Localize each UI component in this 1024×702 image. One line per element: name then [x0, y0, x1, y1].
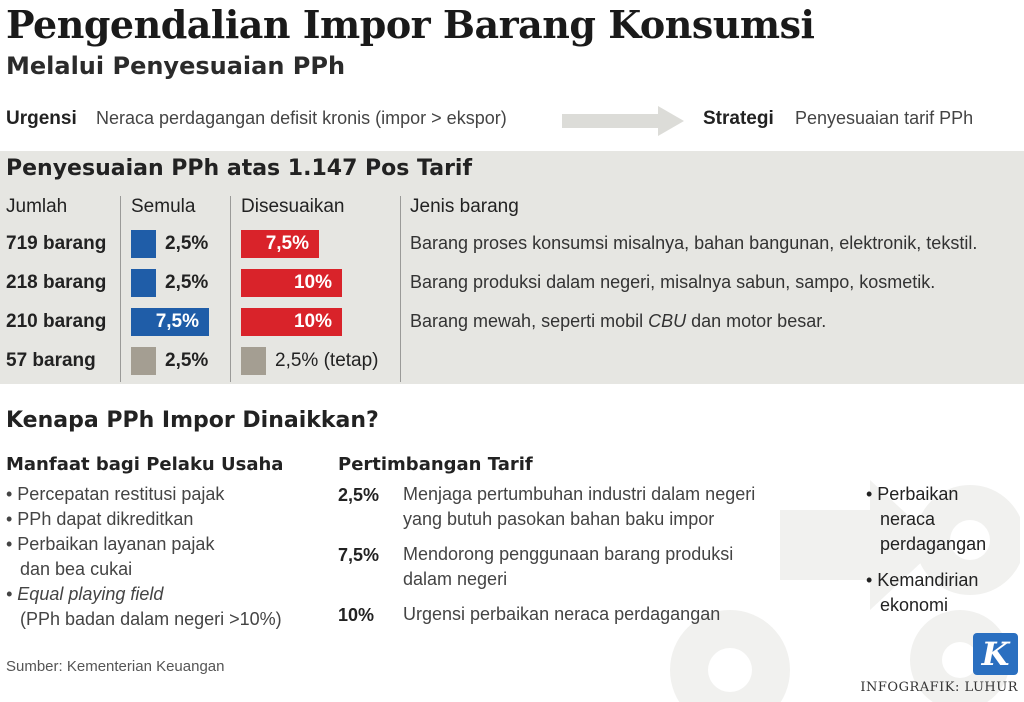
- benefits-header: Manfaat bagi Pelaku Usaha: [6, 454, 284, 475]
- row-count: 218 barang: [6, 272, 107, 293]
- original-rate: 2,5%: [165, 233, 209, 254]
- adjusted-rate-box: [241, 347, 266, 375]
- adjusted-rate-box: 7,5%: [241, 230, 319, 258]
- list-item: • Percepatan restitusi pajak: [6, 484, 225, 504]
- header-goods-type: Jenis barang: [410, 196, 519, 217]
- adjusted-rate: 10%: [293, 311, 332, 332]
- column-divider: [400, 196, 401, 382]
- consideration-text: Menjaga pertumbuhan industri dalam neger…: [403, 482, 803, 532]
- outcome-line: • Perbaikan: [866, 484, 959, 504]
- row-count: 719 barang: [6, 233, 107, 254]
- list-item: • Equal playing field: [6, 584, 164, 604]
- adjusted-rate-box: 10%: [241, 269, 342, 297]
- original-rate-box: [131, 269, 156, 297]
- row-count: 57 barang: [6, 350, 96, 371]
- infographic-credit: INFOGRAFIK: LUHUR: [860, 680, 1018, 695]
- column-divider: [120, 196, 121, 382]
- consideration-text: Mendorong penggunaan barang produksi dal…: [403, 542, 803, 592]
- row-count: 210 barang: [6, 311, 107, 332]
- adjusted-rate-box: 10%: [241, 308, 342, 336]
- strategy-label: Strategi: [703, 108, 774, 129]
- consideration-text: Urgensi perbaikan neraca perdagangan: [403, 602, 803, 627]
- adjusted-rate: 7,5%: [265, 233, 309, 254]
- tariff-panel: [0, 151, 1024, 384]
- outcome-line: ekonomi: [880, 595, 949, 615]
- urgency-text: Neraca perdagangan defisit kronis (impor…: [96, 108, 507, 128]
- why-section-title: Kenapa PPh Impor Dinaikkan?: [6, 408, 379, 433]
- goods-description: Barang proses konsumsi misalnya, bahan b…: [410, 233, 978, 253]
- consideration-line: yang butuh pasokan bahan baku impor: [403, 509, 715, 529]
- list-item: • PPh dapat dikreditkan: [6, 509, 194, 529]
- tariff-panel-title: Penyesuaian PPh atas 1.147 Pos Tarif: [6, 156, 473, 181]
- consideration-line: Mendorong penggunaan barang produksi: [403, 544, 734, 564]
- adjusted-rate: 10%: [293, 272, 332, 293]
- original-rate: 2,5%: [165, 350, 209, 371]
- consideration-line: dalam negeri: [403, 569, 508, 589]
- list-item: dan bea cukai: [20, 559, 133, 579]
- column-divider: [230, 196, 231, 382]
- kompas-logo: K: [973, 633, 1018, 675]
- consideration-rate: 7,5%: [338, 545, 380, 565]
- outcome-item: • Perbaikan neraca perdagangan: [866, 482, 986, 557]
- gear-icon: [670, 480, 1020, 702]
- urgency-label: Urgensi: [6, 108, 77, 129]
- original-rate: 7,5%: [155, 311, 199, 332]
- considerations-header: Pertimbangan Tarif: [338, 454, 533, 475]
- page-title: Pengendalian Impor Barang Konsumsi: [6, 2, 815, 47]
- header-count: Jumlah: [6, 196, 68, 217]
- header-original: Semula: [131, 196, 196, 217]
- original-rate-box: [131, 230, 156, 258]
- original-rate-box: [131, 347, 156, 375]
- goods-description: Barang produksi dalam negeri, misalnya s…: [410, 272, 936, 292]
- arrow-right-icon: [562, 106, 684, 136]
- goods-description: Barang mewah, seperti mobil CBU dan moto…: [410, 311, 826, 332]
- outcome-line: perdagangan: [880, 534, 987, 554]
- list-item: • Perbaikan layanan pajak: [6, 534, 215, 554]
- adjusted-rate: 2,5% (tetap): [275, 350, 379, 371]
- outcome-line: neraca: [880, 509, 936, 529]
- original-rate: 2,5%: [165, 272, 209, 293]
- page-subtitle: Melalui Penyesuaian PPh: [6, 52, 346, 80]
- source-note: Sumber: Kementerian Keuangan: [6, 658, 225, 675]
- outcome-item: • Kemandirian ekonomi: [866, 568, 978, 618]
- header-adjusted: Disesuaikan: [241, 196, 345, 217]
- consideration-rate: 2,5%: [338, 485, 380, 505]
- goods-description-italic: CBU: [648, 311, 687, 331]
- consideration-line: Urgensi perbaikan neraca perdagangan: [403, 604, 721, 624]
- strategy-text: Penyesuaian tarif PPh: [795, 108, 974, 128]
- goods-description-suffix: dan motor besar.: [686, 311, 827, 331]
- goods-description-prefix: Barang mewah, seperti mobil: [410, 311, 649, 331]
- benefits-list: • Percepatan restitusi pajak • PPh dapat…: [6, 482, 282, 632]
- list-item: (PPh badan dalam negeri >10%): [20, 609, 282, 629]
- original-rate-box: 7,5%: [131, 308, 209, 336]
- consideration-line: Menjaga pertumbuhan industri dalam neger…: [403, 484, 756, 504]
- outcome-line: • Kemandirian: [866, 570, 979, 590]
- consideration-rate: 10%: [338, 605, 375, 625]
